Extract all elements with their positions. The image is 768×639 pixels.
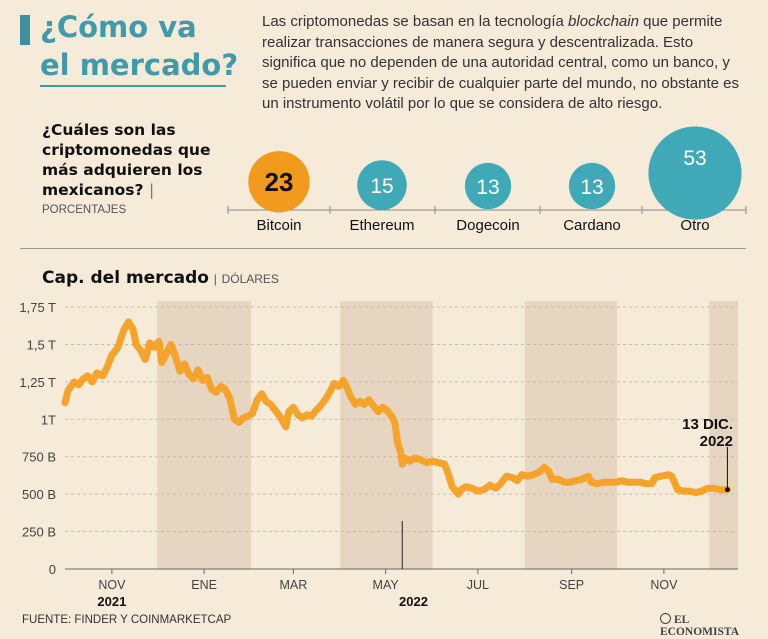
x-tick-label: MAR	[279, 578, 307, 592]
bubble-separator: |	[148, 181, 155, 199]
annotation-date-line-1: 13 DIC.	[682, 416, 733, 433]
x-tick-label: ENE	[191, 578, 217, 592]
y-tick-label: 500 B	[22, 487, 56, 502]
year-label: 2021	[97, 594, 126, 609]
y-tick-label: 750 B	[22, 450, 56, 465]
y-tick-label: 1,75 T	[19, 300, 56, 315]
section-divider	[20, 248, 746, 249]
bubble-section-title: ¿Cuáles son las criptomonedas que más ad…	[42, 120, 232, 200]
bubble-value-label: 53	[683, 147, 706, 170]
line-chart-series	[61, 318, 731, 498]
y-tick-label: 1,5 T	[27, 337, 56, 352]
line-chart-annotation: 13 DIC. 2022	[682, 416, 733, 450]
line-chart-title-text: Cap. del mercado	[42, 268, 209, 288]
bubble-value-label: 15	[370, 175, 393, 198]
bubble-otro	[648, 126, 742, 220]
bubble-category-label: Dogecoin	[456, 217, 519, 234]
source-credit: FUENTE: FINDER Y COINMARKETCAP	[22, 614, 232, 626]
y-tick-label: 250 B	[22, 525, 56, 540]
intro-text-start: Las criptomonedas se basan en la tecnolo…	[262, 13, 569, 30]
intro-text-end: que permite realizar transacciones de ma…	[262, 13, 739, 112]
bubble-cardano	[568, 162, 616, 210]
publisher-logo: EL ECONOMISTA	[660, 613, 768, 638]
bubble-ethereum	[357, 160, 407, 210]
x-tick-label: NOV	[98, 578, 126, 592]
title-underline	[40, 85, 226, 87]
annotation-date-line-2: 2022	[700, 433, 733, 450]
x-tick-label: SEP	[559, 578, 584, 592]
x-tick-label: MAY	[373, 578, 400, 592]
month-band	[524, 301, 618, 569]
month-band	[340, 301, 433, 569]
x-tick-label: JUL	[467, 578, 489, 592]
bubble-dogecoin	[464, 162, 512, 210]
line-chart-unit: DÓLARES	[221, 272, 279, 286]
bubble-unit-label: PORCENTAJES	[42, 204, 127, 216]
y-tick-label: 0	[49, 562, 56, 577]
line-chart-separator: |	[213, 272, 217, 286]
bubble-bitcoin	[248, 151, 310, 213]
title-accent-bar	[20, 15, 30, 45]
intro-paragraph: Las criptomonedas se basan en la tecnolo…	[262, 12, 748, 115]
bubble-category-label: Cardano	[563, 217, 621, 234]
month-band	[709, 301, 738, 569]
line-chart-axes: 0 250 B 500 B 750 B 1T 1,25 T 1,5 T 1,75 T NOV EN…	[19, 300, 738, 609]
bubble-category-label: Ethereum	[349, 217, 414, 234]
bubble-category-label: Bitcoin	[256, 217, 301, 234]
bubble-value-label: 13	[476, 176, 499, 199]
publisher-logo-text: EL ECONOMISTA	[660, 614, 740, 638]
page-title-line-1: ¿Cómo va	[40, 10, 197, 44]
year-label: 2022	[399, 594, 428, 609]
x-tick-label: NOV	[650, 578, 678, 592]
bubble-question: ¿Cuáles son las criptomonedas que más ad…	[42, 121, 211, 199]
intro-emphasis: blockchain	[568, 13, 639, 30]
market-cap-line	[61, 318, 731, 498]
line-chart-title: Cap. del mercado | DÓLARES	[42, 268, 279, 288]
bubble-chart: 23 Bitcoin 15 Ethereum 13 Dogecoin 13 Cardano 53…	[227, 126, 747, 234]
bubble-category-label: Otro	[680, 217, 709, 234]
page-title-line-2: el mercado?	[40, 48, 239, 82]
line-chart-bands	[157, 301, 738, 569]
bubble-value-label: 23	[265, 167, 294, 197]
page-title: ¿Cómo va el mercado?	[40, 8, 238, 84]
y-tick-label: 1,25 T	[19, 375, 56, 390]
bubble-value-label: 13	[580, 176, 603, 199]
logo-mark-icon	[660, 613, 671, 624]
y-tick-label: 1T	[41, 412, 56, 427]
